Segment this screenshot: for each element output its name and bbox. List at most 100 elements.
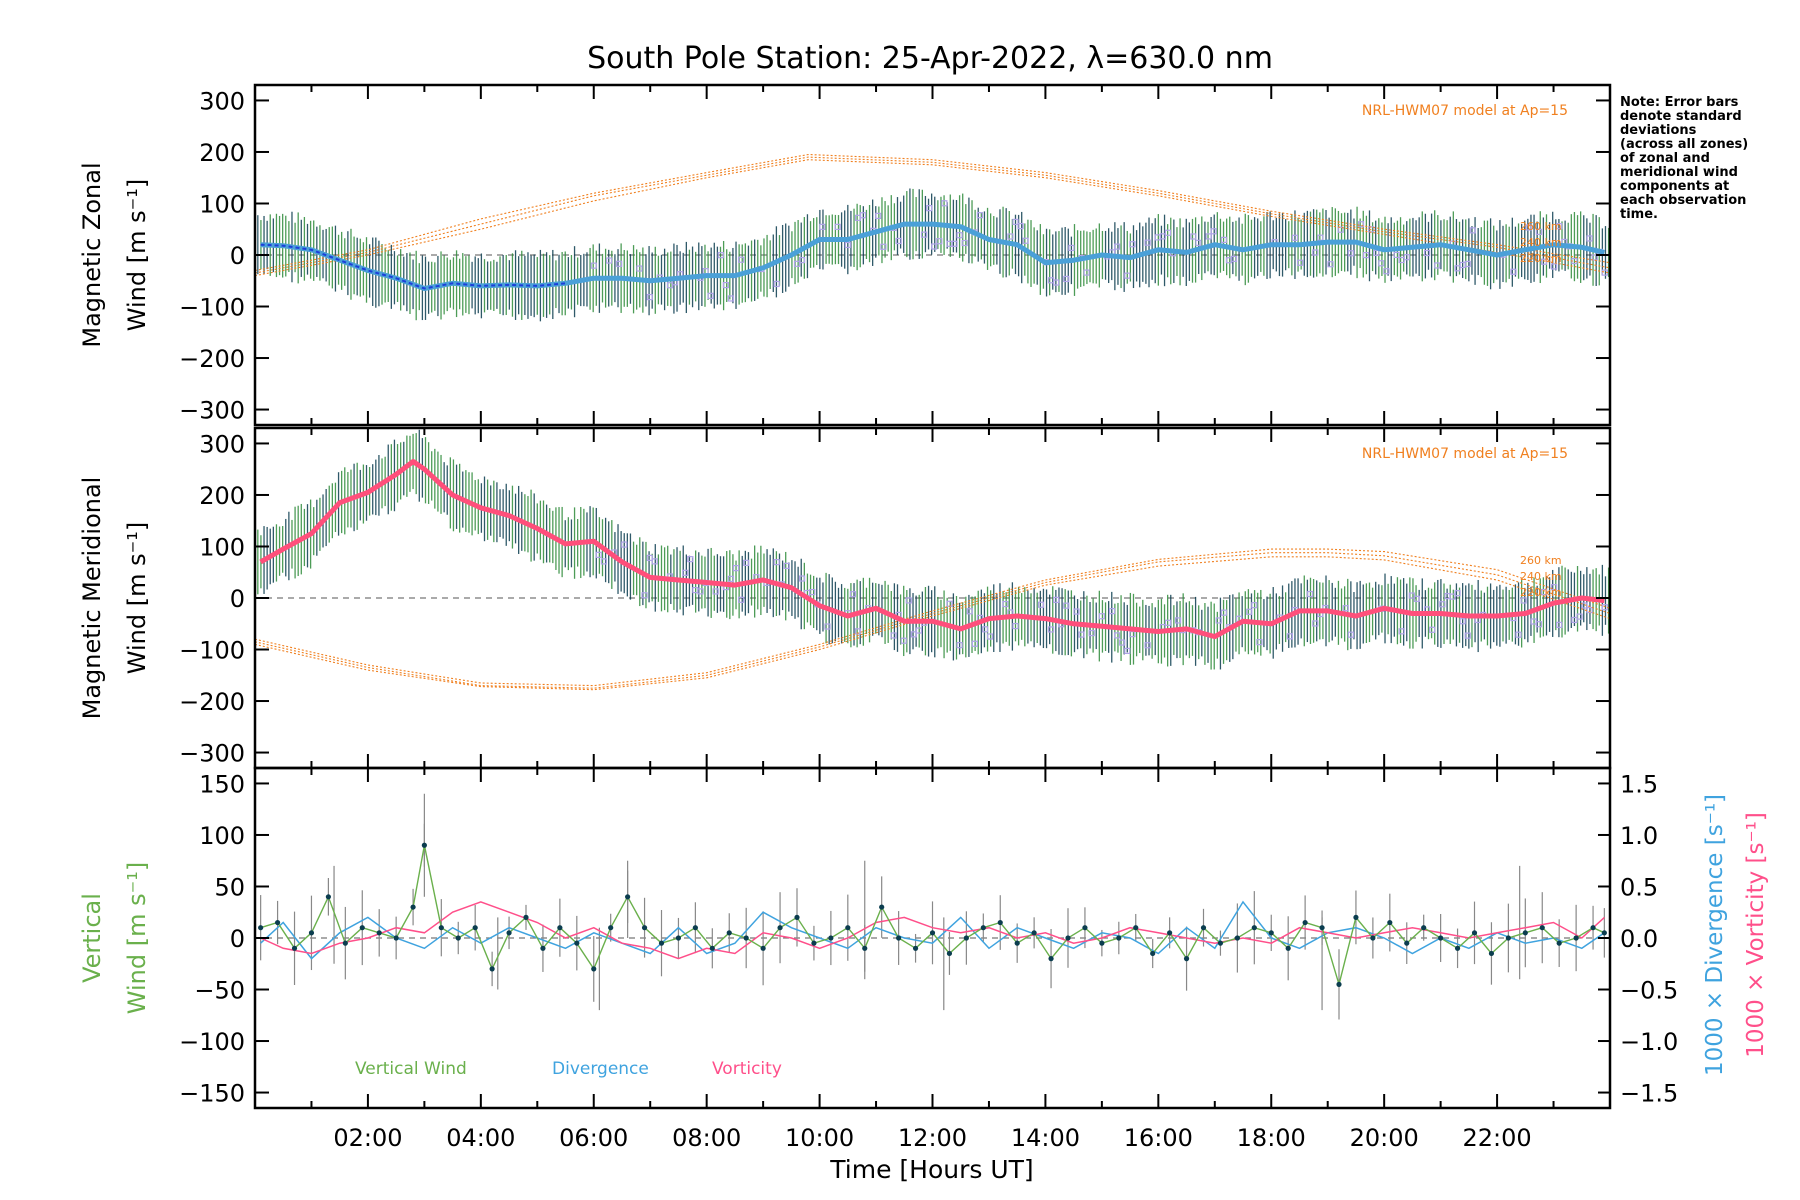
scatter-point (641, 592, 648, 599)
scatter-point (636, 265, 643, 272)
scatter-point (1393, 251, 1400, 258)
scatter-point (1210, 228, 1217, 235)
vertical-wind-point (376, 930, 382, 936)
scatter-point (854, 628, 862, 635)
scatter-point (646, 293, 653, 301)
y2-tick-label: 1.5 (1620, 770, 1658, 798)
scatter-point (1307, 590, 1314, 598)
vertical-wind-point (1014, 940, 1020, 946)
vertical-wind-point (1183, 956, 1190, 962)
scatter-point (976, 212, 984, 219)
scatter-point (707, 292, 714, 299)
scatter-point (1408, 592, 1415, 599)
legend-vorticity: Vorticity (712, 1059, 782, 1079)
scatter-point (1454, 590, 1461, 597)
y-tick-label: −50 (194, 977, 245, 1005)
scatter-point (697, 588, 704, 595)
scatter-point (1296, 259, 1304, 266)
scatter-point (880, 243, 887, 250)
y-tick-label: −300 (179, 397, 245, 425)
vertical-wind-point (1234, 935, 1240, 941)
vertical-wind-point (421, 842, 427, 848)
scatter-point (1551, 584, 1558, 591)
scatter-point (941, 200, 948, 207)
vertical-wind-point (625, 894, 631, 900)
vertical-wind-point (1404, 940, 1410, 946)
scatter-point (621, 541, 628, 548)
scatter-point (1108, 608, 1116, 615)
scatter-point (1556, 621, 1563, 628)
scatter-point (1515, 631, 1522, 638)
scatter-point (1114, 632, 1121, 639)
panel-vertical: Vertical Wind Divergence Vorticity 1.5 1.0 0.… (78, 766, 1769, 1184)
scatter-point (1012, 622, 1019, 630)
scatter-point (1327, 261, 1334, 268)
y-tick-label: 100 (199, 190, 245, 218)
scatter-point (1342, 605, 1349, 612)
y-tick-label: 150 (199, 770, 245, 798)
scatter-point (1378, 260, 1385, 267)
scatter-point (1088, 629, 1095, 637)
note-line: (across all zones) (1620, 137, 1749, 152)
vertical-wind-point (675, 935, 682, 941)
vertical-wind-point (1167, 930, 1173, 936)
scatter-point (849, 591, 856, 598)
vertical-wind-point (1438, 935, 1444, 941)
scatter-point (1124, 647, 1131, 655)
scatter-point (1083, 269, 1090, 276)
scatter-point (1464, 260, 1471, 268)
scatter-point (1256, 639, 1263, 646)
vertical-wind-point (308, 930, 315, 936)
y-axis-label-units: Wind [m s⁻¹] (123, 179, 151, 331)
scatter-point (966, 608, 973, 615)
model-altitude-label: 240 km (1520, 570, 1562, 583)
scatter-point (1454, 265, 1461, 272)
scatter-point (1576, 613, 1583, 620)
scatter-point (1114, 243, 1121, 250)
vertical-wind-point (1387, 919, 1393, 926)
error-bar-note: Note: Error bars denote standard deviation… (1620, 96, 1790, 222)
vertical-wind-point (1099, 940, 1105, 946)
scatter-point (859, 212, 867, 219)
vertical-wind-point (692, 925, 698, 931)
vorticity-axis-label: 1000 × Vorticity [s⁻¹] (1743, 812, 1769, 1058)
y-tick-label: 0 (230, 242, 245, 270)
vertical-wind-point (1251, 925, 1257, 931)
scatter-point (1510, 268, 1517, 275)
y2-tick-label: −0.5 (1620, 977, 1678, 1005)
y2-tick-label: −1.0 (1620, 1028, 1678, 1056)
scatter-point (1215, 617, 1222, 624)
model-altitude-label: 260 km (1520, 554, 1562, 567)
scatter-point (1002, 600, 1009, 608)
model-curve-260km (254, 153, 1611, 272)
x-tick-label: 22:00 (1462, 1124, 1531, 1152)
scatter-point (1317, 234, 1324, 241)
y-tick-label: 300 (199, 430, 245, 458)
scatter-point (1246, 608, 1253, 615)
vertical-wind-point (1336, 981, 1342, 987)
vertical-wind-point (777, 925, 783, 931)
scatter-point (651, 558, 658, 565)
model-curve-240km (254, 156, 1611, 274)
scatter-point (1535, 621, 1542, 628)
scatter-point (1073, 608, 1080, 615)
vertical-wind-point (1031, 930, 1037, 936)
scatter-point (1556, 223, 1563, 230)
note-line: Note: Error bars (1620, 95, 1739, 110)
scatter-point (1007, 233, 1014, 240)
scatter-point (1347, 631, 1354, 638)
scatter-point (1098, 613, 1105, 620)
y-tick-label: 200 (199, 139, 245, 167)
scatter-point (1286, 633, 1293, 640)
scatter-point (1312, 620, 1319, 627)
x-tick-label: 02:00 (333, 1124, 402, 1152)
y-tick-label: −200 (179, 345, 245, 373)
x-tick-label: 06:00 (559, 1124, 628, 1152)
model-altitude-label: 220 km (1520, 586, 1562, 599)
scatter-point (783, 562, 790, 569)
vertical-wind-point (291, 945, 298, 951)
scatter-point (1053, 279, 1060, 286)
scatter-point (1551, 263, 1558, 270)
scatter-point (712, 588, 719, 595)
vertical-wind-point (1556, 940, 1562, 946)
